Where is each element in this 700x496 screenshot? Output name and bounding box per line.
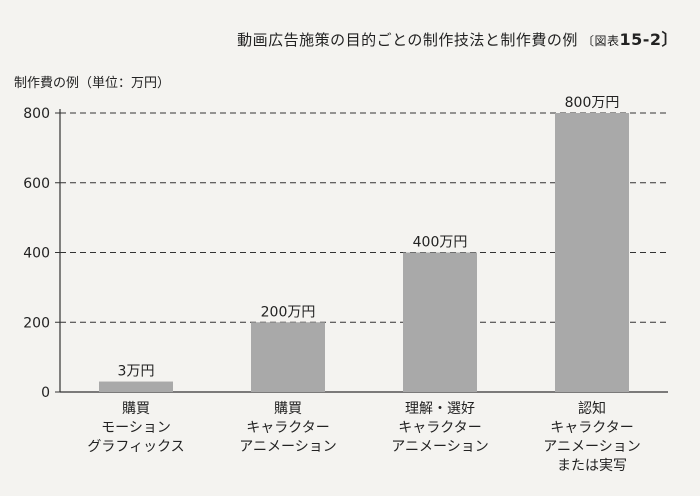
figure-ref-number: 15-2〕 <box>619 30 678 49</box>
x-category-label: 購買 モーション グラフィックス <box>87 401 185 455</box>
bar <box>99 381 173 392</box>
title-text: 動画広告施策の目的ごとの制作技法と制作費の例 <box>237 31 578 49</box>
y-tick-label: 800 <box>23 106 50 122</box>
bar-data-label: 400万円 <box>413 235 468 251</box>
y-tick-label: 400 <box>23 246 50 262</box>
bar <box>403 252 477 392</box>
y-tick-label: 200 <box>23 315 50 331</box>
x-category-label: 購買 キャラクター アニメーション <box>239 401 337 455</box>
bar-data-label: 800万円 <box>565 95 620 111</box>
y-tick-label: 0 <box>41 385 50 401</box>
figure-ref-prefix: 〔図表 <box>581 34 620 48</box>
y-axis-label: 制作費の例（単位：万円） <box>14 76 171 91</box>
chart-title: 動画広告施策の目的ごとの制作技法と制作費の例 〔図表15-2〕 <box>237 26 678 50</box>
bar-data-label: 200万円 <box>261 304 316 320</box>
x-category-label: 理解・選好 キャラクター アニメーション <box>391 401 489 455</box>
y-tick-label: 600 <box>23 176 50 192</box>
bar-data-label: 3万円 <box>118 364 155 380</box>
x-category-label: 認知 キャラクター アニメーション または実写 <box>543 401 641 474</box>
bar <box>555 113 629 392</box>
bar <box>251 322 325 392</box>
